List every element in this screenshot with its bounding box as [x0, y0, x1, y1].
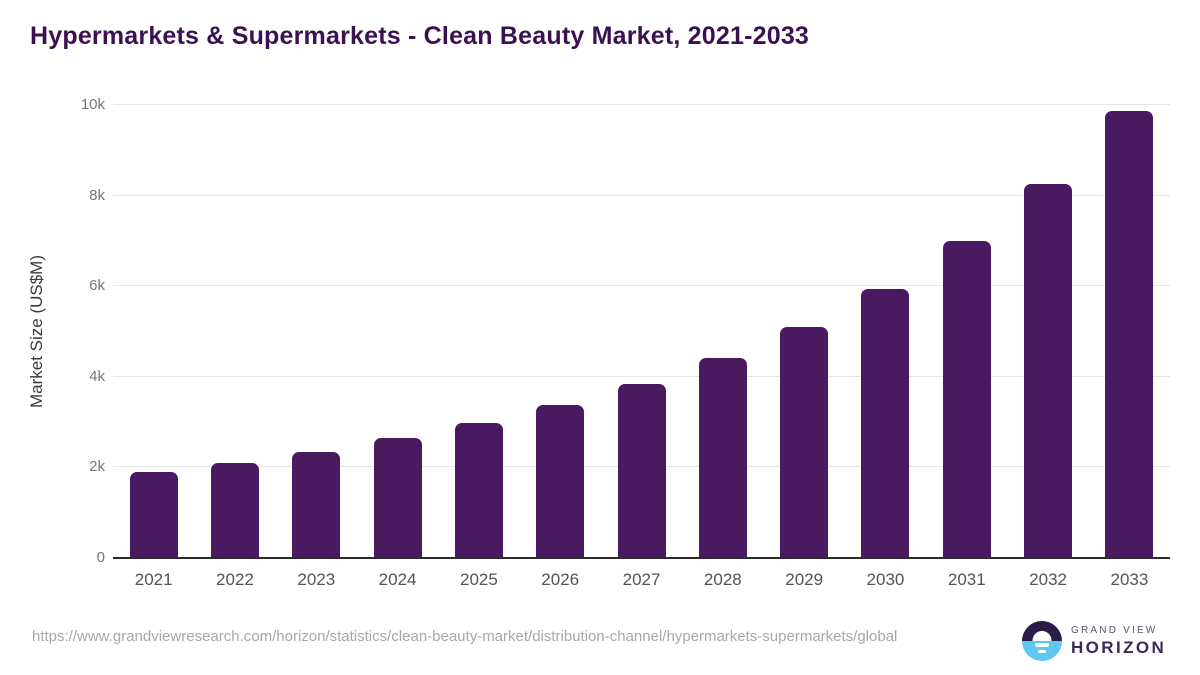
x-tick-label: 2023: [297, 570, 336, 589]
x-tick-label: 2030: [866, 570, 905, 589]
bar-2032[interactable]: [1024, 183, 1073, 558]
x-tick-label: 2026: [541, 570, 580, 589]
bar-2026[interactable]: [536, 404, 585, 558]
bar-column: [601, 105, 682, 558]
y-tick-label: 8k: [89, 186, 105, 204]
y-tick-label: 6k: [89, 277, 105, 295]
x-tick-label: 2032: [1029, 570, 1067, 589]
bar-column: [194, 105, 275, 558]
y-tick-label: 0: [96, 549, 105, 566]
x-tick-label: 2022: [216, 570, 254, 589]
bar-2028[interactable]: [698, 358, 747, 558]
bar-2033[interactable]: [1105, 111, 1154, 558]
bar-2022[interactable]: [210, 462, 259, 558]
x-tick-label: 2031: [947, 570, 986, 589]
y-tick-label: 10k: [80, 96, 105, 113]
y-axis-ticks: 0 2k 4k 6k 8k 10k: [52, 97, 105, 565]
logo-text: GRAND VIEW HORIZON: [1071, 625, 1166, 658]
logo-reflection-bar-1: [1035, 643, 1049, 647]
bar-column: [357, 105, 438, 558]
x-tick-label: 2027: [622, 570, 661, 589]
bar-2024[interactable]: [373, 438, 422, 558]
y-axis-title-box: Market Size (US$M): [26, 105, 48, 558]
y-axis-title: Market Size (US$M): [27, 254, 46, 409]
logo-sun-icon: [1032, 631, 1052, 641]
bar-column: [1089, 105, 1170, 558]
bar-2027[interactable]: [617, 383, 666, 558]
grand-view-horizon-logo: GRAND VIEW HORIZON: [1022, 621, 1166, 661]
x-tick-label: 2021: [134, 570, 173, 589]
gridline: [113, 194, 1170, 196]
bar-column: [682, 105, 763, 558]
gridline: [113, 375, 1170, 377]
x-tick-label: 2033: [1110, 570, 1149, 589]
bar-column: [276, 105, 357, 558]
bar-2021[interactable]: [129, 471, 178, 558]
bar-column: [113, 105, 194, 558]
bar-column: [438, 105, 519, 558]
bar-2023[interactable]: [292, 451, 341, 558]
x-tick-label: 2025: [459, 570, 498, 589]
gridline: [113, 285, 1170, 287]
logo-text-grand-view: GRAND VIEW: [1071, 624, 1158, 636]
bar-2025[interactable]: [454, 423, 503, 558]
y-tick-label: 2k: [89, 458, 105, 476]
bar-2031[interactable]: [942, 241, 991, 558]
x-tick-label: 2029: [785, 570, 824, 589]
bar-2030[interactable]: [861, 288, 910, 558]
logo-text-horizon: HORIZON: [1071, 637, 1167, 657]
bar-column: [764, 105, 845, 558]
bar-2029[interactable]: [780, 326, 829, 558]
x-axis-labels: 2021 2022 2023 2024 2025 2026 2027 2028 2029 2030…: [113, 570, 1170, 590]
bar-column: [520, 105, 601, 558]
gridline: [113, 104, 1170, 105]
logo-reflection-bar-2: [1038, 650, 1046, 653]
bars: [113, 105, 1170, 558]
bar-column: [926, 105, 1007, 558]
x-tick-label: 2028: [703, 570, 742, 589]
plot-area: [113, 104, 1170, 558]
page-title: Hypermarkets & Supermarkets - Clean Beau…: [30, 22, 810, 50]
x-tick-label: 2024: [378, 570, 417, 589]
bar-column: [1007, 105, 1088, 558]
horizon-logo-icon: [1022, 621, 1062, 661]
y-tick-label: 4k: [89, 367, 105, 385]
bar-column: [845, 105, 926, 558]
source-url: https://www.grandviewresearch.com/horizo…: [32, 628, 898, 645]
x-axis-line: [113, 557, 1170, 559]
